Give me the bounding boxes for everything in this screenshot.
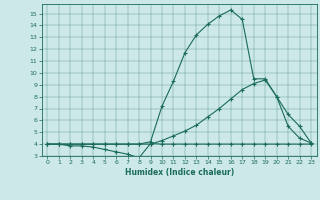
- X-axis label: Humidex (Indice chaleur): Humidex (Indice chaleur): [124, 168, 234, 177]
